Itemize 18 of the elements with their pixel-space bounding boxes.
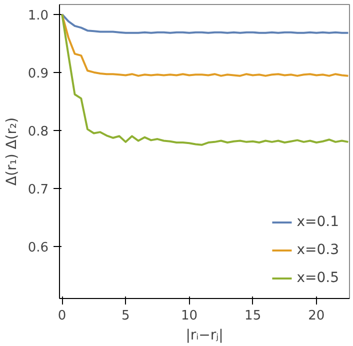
line-series	[61, 13, 350, 34]
x-axis-title: |rᵢ−rⱼ|	[186, 328, 224, 344]
y-tick-label: 0.9	[28, 66, 49, 82]
x-tick-label: 10	[180, 308, 198, 324]
line-series	[61, 13, 350, 146]
y-tick-label: 0.6	[28, 240, 49, 256]
legend-label: x=0.5	[296, 270, 339, 286]
y-tick-label: 1.0	[28, 8, 49, 24]
legend-label: x=0.1	[296, 214, 339, 230]
y-axis-title: Δ(r₁) Δ(r₂)	[4, 117, 20, 186]
line-series	[61, 13, 350, 77]
x-tick-label: 5	[122, 308, 130, 324]
y-tick-label: 0.7	[28, 182, 49, 198]
x-tick-label: 20	[308, 308, 325, 324]
x-tick-label: 0	[58, 308, 66, 324]
x-tick-label: 15	[244, 308, 262, 324]
legend-label: x=0.3	[296, 242, 339, 258]
y-tick-label: 0.8	[28, 124, 49, 140]
